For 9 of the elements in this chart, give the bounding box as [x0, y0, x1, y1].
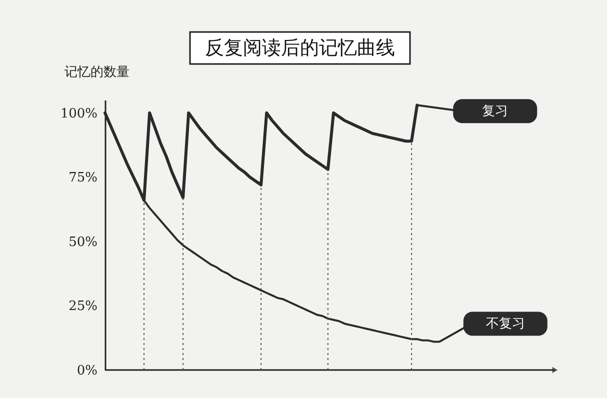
y-axis-title: 记忆的数量 [64, 65, 130, 80]
legend-label: 不复习 [486, 316, 525, 332]
legend-label: 复习 [482, 104, 508, 120]
chart-title: 反复阅读后的记忆曲线 [205, 37, 395, 59]
y-tick-label: 75% [68, 170, 98, 186]
y-tick-label: 50% [68, 234, 98, 250]
y-tick-label: 0% [76, 364, 98, 378]
y-tick-label: 25% [68, 299, 98, 314]
y-tick-label: 100% [60, 106, 98, 122]
